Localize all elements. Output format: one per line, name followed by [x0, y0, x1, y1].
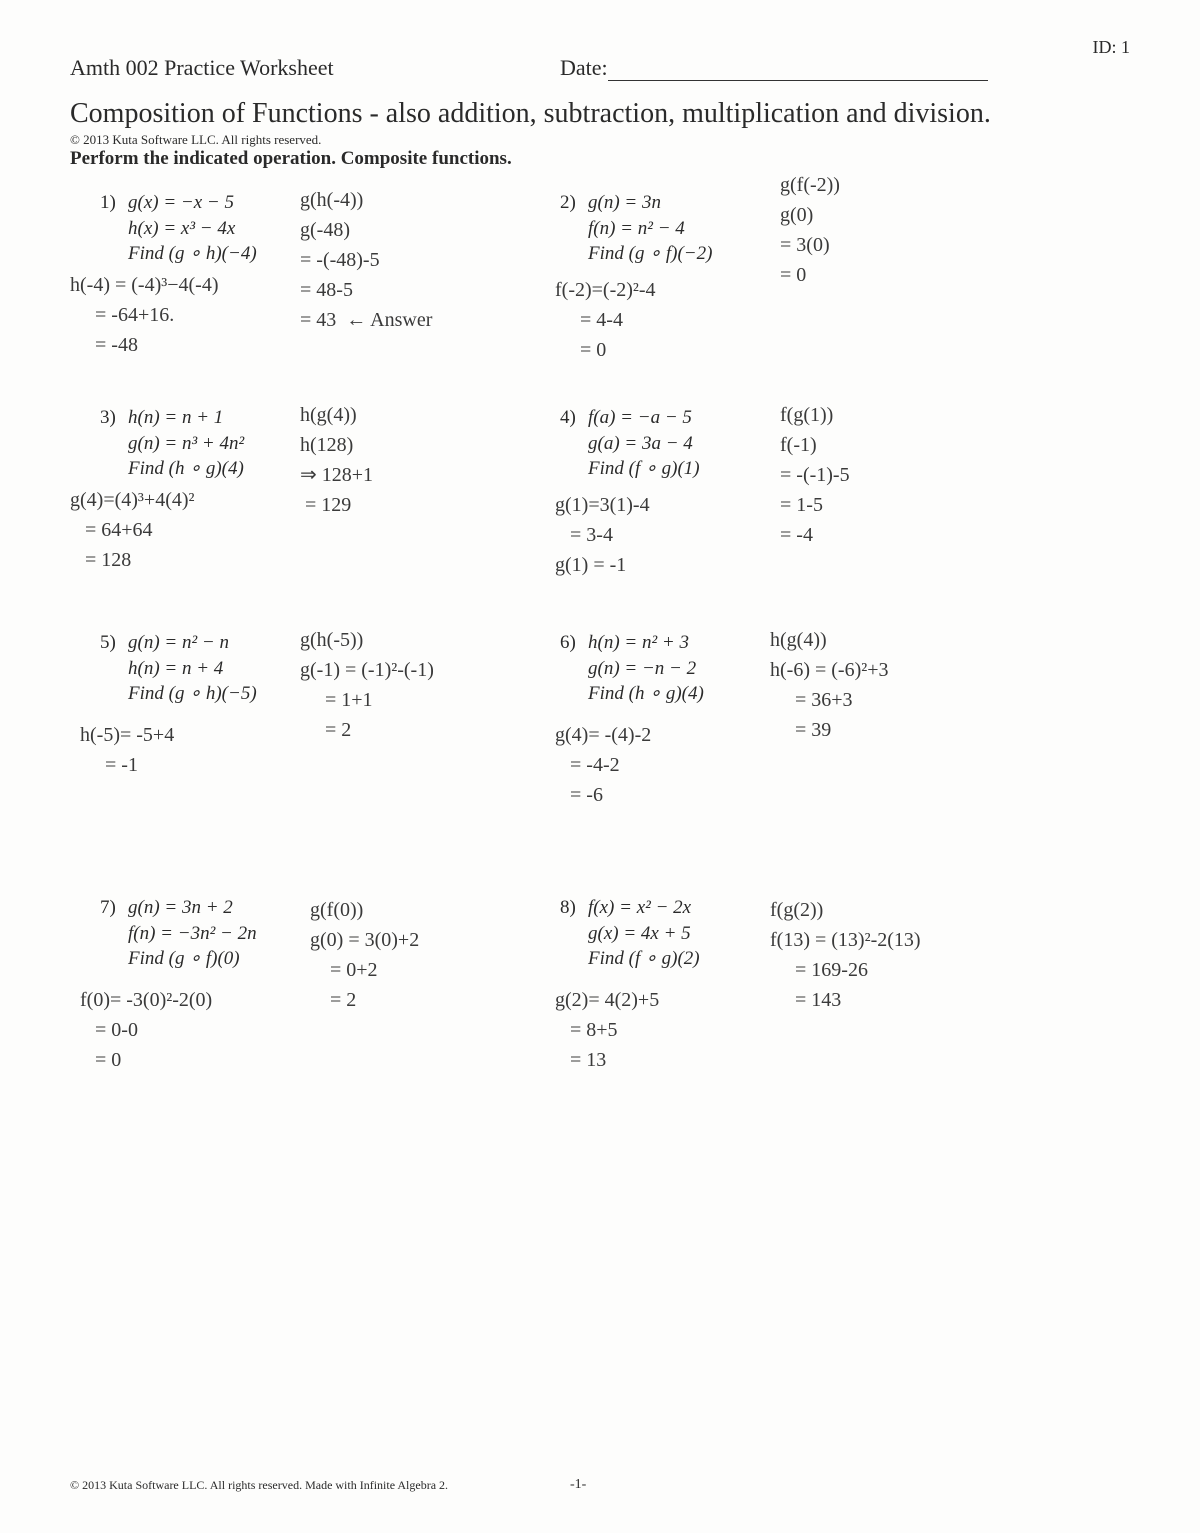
problem-4: 4)f(a) = −a − 5 g(a) = 3a − 4 Find (f ∘ … — [560, 405, 700, 482]
instruction-line: Perform the indicated operation. Composi… — [70, 148, 512, 170]
footer-copyright: © 2013 Kuta Software LLC. All rights res… — [70, 1478, 448, 1493]
problem-6: 6)h(n) = n² + 3 g(n) = −n − 2 Find (h ∘ … — [560, 630, 704, 707]
page-number: -1- — [570, 1477, 586, 1493]
handwork-4-right: f(g(1)) f(-1) = -(-1)-5 = 1-5 = -4 — [780, 400, 850, 550]
page-title: Composition of Functions - also addition… — [70, 98, 991, 130]
worksheet-page: Amth 002 Practice Worksheet Date: ID: 1 … — [0, 0, 1200, 1533]
header: Amth 002 Practice Worksheet Date: ID: 1 — [70, 55, 1130, 81]
handwork-2-right: g(f(-2)) g(0) = 3(0) = 0 — [780, 170, 840, 290]
problem-2: 2)g(n) = 3n f(n) = n² − 4 Find (g ∘ f)(−… — [560, 190, 712, 267]
problem-1: 1)g(x) = −x − 5 h(x) = x³ − 4x Find (g ∘… — [100, 190, 257, 267]
handwork-6-right: h(g(4)) h(-6) = (-6)²+3 = 36+3 = 39 — [770, 625, 889, 745]
handwork-8-left: g(2)= 4(2)+5 = 8+5 = 13 — [555, 985, 659, 1075]
problem-5: 5)g(n) = n² − n h(n) = n + 4 Find (g ∘ h… — [100, 630, 257, 707]
handwork-7-right: g(f(0)) g(0) = 3(0)+2 = 0+2 = 2 — [310, 895, 419, 1015]
date-label: Date: — [560, 55, 988, 81]
handwork-1-left: h(-4) = (-4)³−4(-4) = -64+16. = -48 — [70, 270, 219, 360]
course-title: Amth 002 Practice Worksheet — [70, 55, 334, 80]
worksheet-id: ID: 1 — [1093, 37, 1131, 58]
handwork-6-left: g(4)= -(4)-2 = -4-2 = -6 — [555, 720, 651, 810]
handwork-5-right: g(h(-5)) g(-1) = (-1)²-(-1) = 1+1 = 2 — [300, 625, 434, 745]
handwork-1-right: g(h(-4)) g(-48) = -(-48)-5 = 48-5 = 43 ←… — [300, 185, 432, 335]
handwork-5-left: h(-5)= -5+4 = -1 — [80, 720, 174, 780]
copyright-top: © 2013 Kuta Software LLC. All rights res… — [70, 132, 321, 148]
problem-7: 7)g(n) = 3n + 2 f(n) = −3n² − 2n Find (g… — [100, 895, 257, 972]
handwork-3-right: h(g(4)) h(128) ⇒ 128+1 = 129 — [300, 400, 373, 520]
handwork-4-left: g(1)=3(1)-4 = 3-4 g(1) = -1 — [555, 490, 650, 580]
handwork-7-left: f(0)= -3(0)²-2(0) = 0-0 = 0 — [80, 985, 212, 1075]
handwork-8-right: f(g(2)) f(13) = (13)²-2(13) = 169-26 = 1… — [770, 895, 921, 1015]
date-blank-line — [608, 80, 988, 81]
handwork-3-left: g(4)=(4)³+4(4)² = 64+64 = 128 — [70, 485, 195, 575]
problem-3: 3)h(n) = n + 1 g(n) = n³ + 4n² Find (h ∘… — [100, 405, 244, 482]
handwork-2-left: f(-2)=(-2)²-4 = 4-4 = 0 — [555, 275, 656, 365]
problem-8: 8)f(x) = x² − 2x g(x) = 4x + 5 Find (f ∘… — [560, 895, 700, 972]
